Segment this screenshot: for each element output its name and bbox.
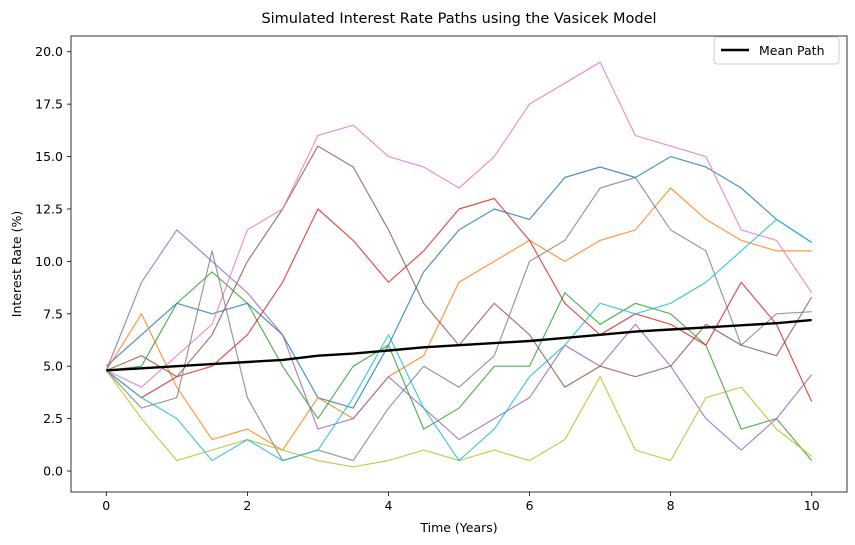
y-tick-label: 15.0 [35, 149, 63, 164]
x-tick-label: 4 [384, 498, 392, 513]
legend-frame [713, 36, 840, 65]
y-tick-label: 7.5 [43, 306, 63, 321]
x-axis-label: Time (Years) [419, 520, 497, 535]
y-tick-label: 12.5 [35, 201, 63, 216]
legend-label-mean-path: Mean Path [759, 43, 825, 58]
series-line-8 [105, 176, 812, 462]
y-tick-label: 20.0 [35, 44, 63, 59]
series-line-3 [106, 271, 813, 461]
y-axis-label: Interest Rate (%) [9, 211, 24, 317]
plot-area [105, 61, 813, 468]
series-line-10 [105, 218, 813, 462]
legend: Mean Path [713, 36, 840, 65]
x-tick-label: 6 [526, 498, 534, 513]
y-tick-label: 10.0 [35, 254, 63, 269]
x-tick-label: 10 [804, 498, 820, 513]
x-tick-label: 0 [102, 498, 110, 513]
y-tick-label: 0.0 [43, 464, 63, 479]
series-line-2 [105, 187, 812, 451]
y-axis: 0.0 2.5 5.0 7.5 10.0 12.5 15.0 17.5 20.0 [35, 44, 71, 479]
series-line-5 [105, 229, 813, 451]
chart-title: Simulated Interest Rate Paths using the … [261, 11, 656, 27]
axes-frame [70, 35, 848, 493]
series-line-7 [106, 61, 813, 388]
series-line-mean-path [106, 318, 812, 372]
x-tick-label: 2 [243, 498, 251, 513]
y-tick-label: 5.0 [43, 359, 63, 374]
y-tick-label: 17.5 [35, 97, 63, 112]
x-axis: 0 2 4 6 8 10 [102, 492, 820, 513]
x-tick-label: 8 [667, 498, 675, 513]
y-tick-label: 2.5 [43, 411, 63, 426]
